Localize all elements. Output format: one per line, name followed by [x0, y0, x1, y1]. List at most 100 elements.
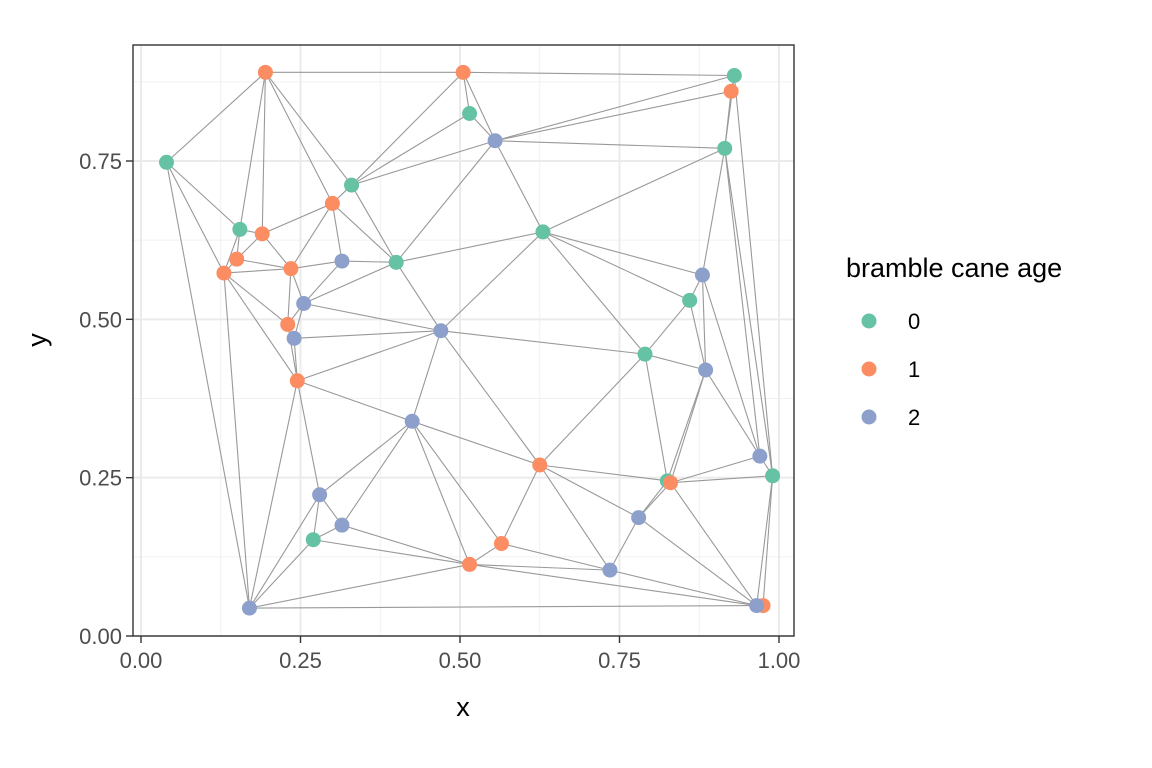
- triangulation-edge: [223, 272, 289, 325]
- triangulation-edge: [539, 464, 611, 571]
- triangulation-edge: [303, 260, 343, 304]
- x-tick-label: 1.00: [758, 648, 801, 673]
- y-tick-label: 0.50: [79, 307, 122, 332]
- data-point: [289, 373, 305, 389]
- triangulation-edge: [294, 330, 441, 339]
- triangulation-edge: [609, 569, 757, 607]
- triangulation-edge: [701, 274, 761, 457]
- triangulation-edge: [411, 330, 442, 422]
- triangulation-edge: [733, 75, 774, 476]
- data-point: [296, 296, 312, 311]
- triangulation-edge: [166, 161, 241, 230]
- x-axis: 0.00 0.25 0.50 0.75 1.00: [120, 636, 801, 673]
- triangulation-edge: [501, 542, 611, 571]
- triangulation-edge: [332, 203, 397, 263]
- legend-label: 1: [908, 357, 920, 382]
- triangulation-edge: [705, 369, 761, 457]
- triangulation-edge: [666, 369, 707, 482]
- triangulation-edge: [644, 354, 668, 481]
- triangulation-edge: [689, 300, 707, 371]
- triangulation-edges: [165, 71, 774, 609]
- triangulation-edge: [539, 353, 646, 466]
- triangulation-edge: [539, 464, 668, 482]
- triangulation-edge: [539, 464, 639, 519]
- triangulation-edge: [644, 353, 706, 371]
- triangulation-edge: [296, 380, 321, 495]
- triangulation-edge: [319, 420, 413, 496]
- triangulation-edge: [411, 421, 471, 565]
- triangulation-edge: [644, 299, 691, 355]
- data-point: [159, 154, 175, 170]
- triangulation-edge: [249, 539, 314, 609]
- triangulation-edge: [462, 72, 496, 141]
- triangulation-edge: [411, 420, 540, 466]
- data-point: [388, 254, 404, 270]
- data-point: [631, 510, 647, 526]
- triangulation-edge: [297, 330, 442, 382]
- triangulation-edge: [542, 231, 646, 355]
- data-point: [216, 265, 232, 281]
- triangulation-edge: [469, 563, 610, 571]
- triangulation-edge: [670, 455, 761, 484]
- x-axis-title: x: [456, 692, 470, 722]
- legend: bramble cane age 0 1 2: [846, 253, 1062, 430]
- data-point: [717, 140, 733, 156]
- triangulation-edge: [166, 162, 225, 274]
- triangulation-edge: [351, 140, 496, 186]
- triangulation-edge: [494, 90, 732, 142]
- triangulation-edge: [701, 274, 707, 371]
- data-point: [334, 517, 350, 533]
- triangulation-edge: [495, 140, 725, 149]
- triangulation-edge: [542, 147, 725, 233]
- triangulation-edge: [249, 605, 757, 609]
- data-point: [749, 598, 765, 614]
- triangulation-edge: [638, 480, 668, 518]
- data-point: [455, 64, 471, 80]
- data-point: [752, 448, 768, 464]
- y-axis: 0.00 0.25 0.50 0.75: [79, 149, 133, 649]
- triangulation-edge: [351, 113, 470, 186]
- triangulation-edge: [494, 74, 735, 142]
- triangulation-edge: [724, 148, 761, 457]
- data-point: [765, 468, 781, 484]
- data-point: [637, 346, 653, 362]
- triangulation-edge: [638, 482, 671, 518]
- triangulation-edge: [223, 273, 251, 609]
- triangulation-edge: [341, 420, 413, 526]
- data-point: [433, 323, 449, 339]
- triangulation-edge: [351, 184, 397, 263]
- triangulation-edge: [670, 475, 773, 484]
- triangulation-edge: [494, 140, 544, 233]
- triangulation-edge: [264, 72, 333, 204]
- triangulation-edge: [303, 302, 441, 332]
- data-point: [312, 487, 328, 503]
- triangulation-edge: [756, 475, 774, 606]
- triangulation-edge: [331, 203, 343, 262]
- triangulation-edge: [440, 330, 541, 466]
- data-point: [283, 261, 299, 277]
- triangulation-edge: [351, 71, 464, 186]
- data-point: [462, 556, 478, 572]
- triangulation-edge: [724, 91, 732, 149]
- y-axis-title: y: [22, 333, 52, 347]
- y-tick-label: 0.75: [79, 149, 122, 174]
- triangulation-edge: [239, 72, 266, 230]
- data-point: [280, 316, 296, 332]
- triangulation-edge: [312, 494, 321, 540]
- y-tick-label: 0.25: [79, 466, 122, 491]
- data-point: [344, 177, 360, 193]
- legend-title: bramble cane age: [846, 253, 1062, 283]
- data-point: [532, 457, 548, 473]
- legend-label: 2: [908, 405, 920, 430]
- triangulation-edge: [500, 464, 541, 544]
- triangulation-edge: [341, 260, 397, 263]
- triangulation-edge: [701, 148, 726, 276]
- data-point: [324, 195, 340, 211]
- data-point: [694, 267, 710, 283]
- legend-key: [861, 313, 877, 329]
- triangulation-edge: [542, 231, 703, 276]
- triangulation-edge: [290, 260, 343, 270]
- triangulation-edge: [469, 563, 757, 607]
- triangulation-edge: [670, 482, 758, 606]
